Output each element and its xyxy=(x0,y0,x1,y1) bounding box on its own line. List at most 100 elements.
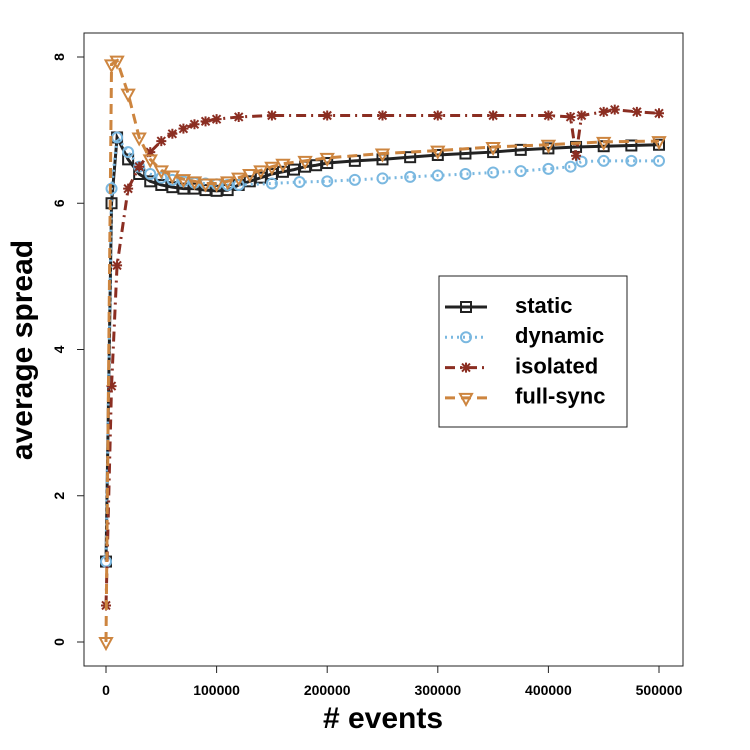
marker-asterisk xyxy=(565,111,576,122)
marker-square xyxy=(431,148,444,161)
marker-circle xyxy=(376,172,389,185)
marker-asterisk xyxy=(488,110,499,121)
marker-circle xyxy=(597,154,610,167)
marker-triangle xyxy=(264,161,280,176)
marker-circle xyxy=(460,331,472,344)
marker-triangle xyxy=(297,155,313,170)
marker-triangle xyxy=(153,165,169,180)
marker-asterisk xyxy=(609,104,620,115)
marker-asterisk xyxy=(543,110,554,121)
marker-triangle xyxy=(219,176,236,191)
marker-asterisk xyxy=(211,114,222,125)
marker-triangle xyxy=(319,152,335,168)
marker-asterisk xyxy=(200,116,211,127)
marker-circle xyxy=(431,169,444,182)
marker-circle xyxy=(653,154,665,167)
marker-square xyxy=(243,175,256,188)
marker-asterisk xyxy=(112,260,123,271)
marker-triangle xyxy=(253,165,269,180)
marker-asterisk xyxy=(571,150,582,161)
x-tick-label: 500000 xyxy=(636,682,683,698)
marker-circle xyxy=(232,178,245,191)
series-line xyxy=(104,58,660,643)
marker-triangle xyxy=(103,59,120,74)
marker-circle xyxy=(404,170,417,183)
marker-square xyxy=(177,182,190,195)
marker-square xyxy=(199,184,212,197)
marker-asterisk xyxy=(106,381,117,392)
marker-triangle xyxy=(374,148,391,163)
marker-square xyxy=(155,178,168,191)
marker-triangle xyxy=(175,174,192,189)
y-tick-label: 4 xyxy=(51,345,67,353)
marker-asterisk xyxy=(178,123,189,134)
marker-circle xyxy=(564,160,577,173)
marker-triangle xyxy=(458,392,474,407)
marker-triangle xyxy=(242,169,258,184)
marker-asterisk xyxy=(377,110,388,121)
marker-triangle xyxy=(430,145,446,160)
marker-asterisk xyxy=(598,106,609,117)
legend-label: static xyxy=(515,293,572,318)
marker-asterisk xyxy=(189,119,200,130)
marker-square xyxy=(144,175,157,188)
y-tick-label: 6 xyxy=(51,199,67,207)
marker-square xyxy=(460,301,472,313)
marker-circle xyxy=(542,162,555,175)
marker-circle xyxy=(122,146,135,159)
marker-triangle xyxy=(651,136,667,151)
x-tick-label: 0 xyxy=(102,682,110,698)
marker-square xyxy=(254,171,267,184)
series-line xyxy=(104,133,659,562)
marker-triangle xyxy=(540,139,557,154)
marker-triangle xyxy=(208,178,225,193)
marker-triangle xyxy=(275,158,291,173)
marker-triangle xyxy=(485,141,501,157)
y-tick-label: 2 xyxy=(51,492,67,500)
marker-circle xyxy=(459,168,472,180)
legend-label: full-sync xyxy=(515,384,605,409)
marker-circle xyxy=(321,175,334,188)
marker-asterisk xyxy=(156,136,167,147)
x-tick-label: 200000 xyxy=(304,682,351,698)
marker-triangle xyxy=(231,172,247,187)
marker-triangle xyxy=(98,637,114,652)
marker-square xyxy=(288,163,301,176)
marker-triangle xyxy=(164,170,181,185)
marker-asterisk xyxy=(266,110,277,121)
marker-square xyxy=(210,184,223,197)
marker-triangle xyxy=(120,88,136,103)
marker-square xyxy=(276,165,289,178)
marker-asterisk xyxy=(432,110,443,121)
marker-circle xyxy=(348,173,361,186)
marker-asterisk xyxy=(576,110,587,121)
x-axis-title: # events xyxy=(323,702,443,735)
marker-triangle xyxy=(109,55,125,70)
marker-triangle xyxy=(131,132,147,147)
legend-label: dynamic xyxy=(515,323,604,348)
marker-asterisk xyxy=(145,147,156,158)
marker-square xyxy=(404,151,417,164)
marker-circle xyxy=(575,155,588,168)
marker-circle xyxy=(487,166,500,179)
marker-triangle xyxy=(596,136,612,151)
marker-asterisk xyxy=(461,362,471,373)
legend-label: isolated xyxy=(515,353,598,378)
x-tick-label: 400000 xyxy=(525,682,572,698)
marker-circle xyxy=(265,177,278,190)
x-tick-label: 100000 xyxy=(193,682,240,698)
marker-circle xyxy=(293,176,306,189)
marker-circle xyxy=(625,154,638,167)
y-tick-label: 0 xyxy=(51,638,67,646)
marker-circle xyxy=(514,165,527,178)
marker-square xyxy=(514,143,527,156)
marker-asterisk xyxy=(654,108,664,119)
y-axis-title: average spread xyxy=(6,240,39,460)
marker-circle xyxy=(155,171,168,184)
marker-asterisk xyxy=(631,106,642,117)
marker-asterisk xyxy=(123,183,134,194)
marker-triangle xyxy=(197,178,214,193)
marker-asterisk xyxy=(167,128,178,139)
x-tick-label: 300000 xyxy=(414,682,461,698)
